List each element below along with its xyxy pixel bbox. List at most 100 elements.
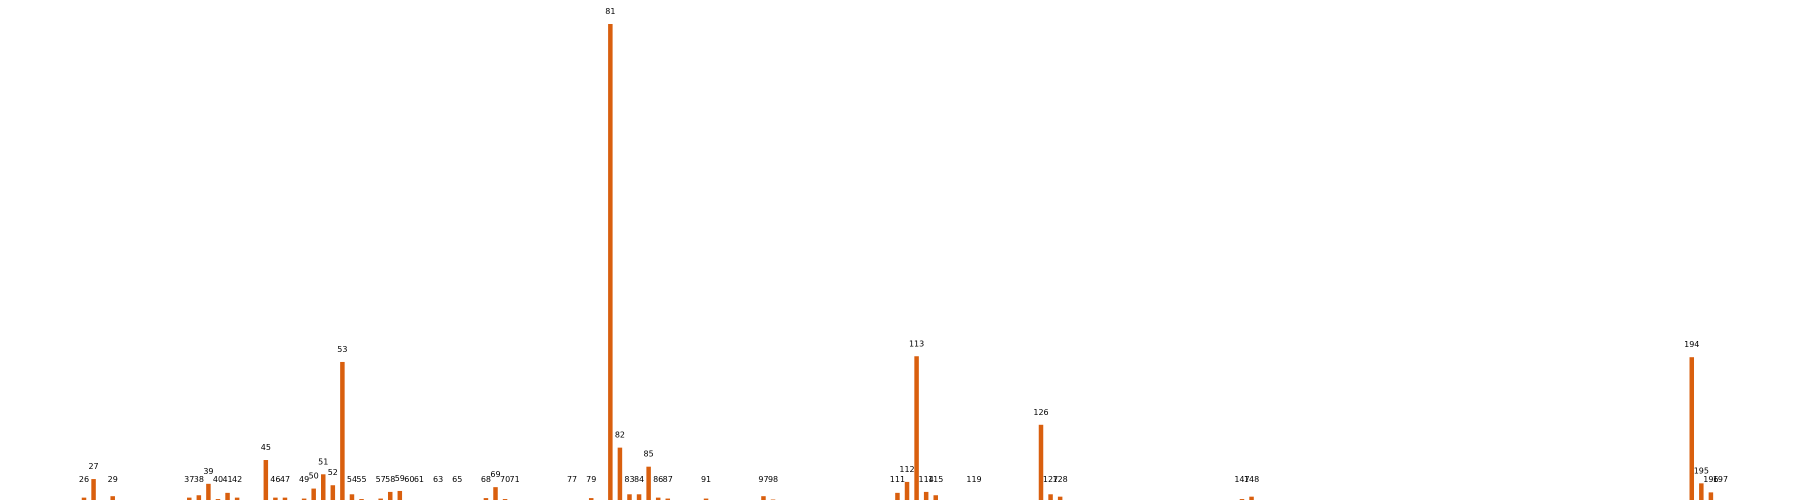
bar-label-50: 50 xyxy=(309,472,319,481)
bar-194 xyxy=(1689,357,1695,500)
bar-label-97: 97 xyxy=(758,475,768,484)
bar-label-63: 63 xyxy=(433,475,443,484)
bar-81 xyxy=(608,24,613,500)
bar-53 xyxy=(340,361,345,500)
bar-115 xyxy=(933,495,938,500)
bar-57 xyxy=(378,498,383,500)
bar-52 xyxy=(330,485,336,500)
bar-82 xyxy=(617,447,623,500)
bar-label-86: 86 xyxy=(653,475,663,484)
bar-label-119: 119 xyxy=(966,475,981,484)
bar-42 xyxy=(234,497,240,500)
bar-label-53: 53 xyxy=(337,345,347,354)
bar-label-147: 147 xyxy=(1234,475,1249,484)
bar-87 xyxy=(665,498,671,500)
bar-69 xyxy=(493,487,498,500)
bar-label-51: 51 xyxy=(318,457,328,466)
bar-50 xyxy=(311,488,316,500)
bar-label-112: 112 xyxy=(899,465,914,474)
bar-83 xyxy=(627,494,632,500)
bar-37 xyxy=(187,497,192,500)
bar-label-55: 55 xyxy=(356,475,366,484)
bar-label-54: 54 xyxy=(347,475,357,484)
bar-label-197: 197 xyxy=(1713,475,1728,484)
bar-label-70: 70 xyxy=(500,475,510,484)
bar-label-128: 128 xyxy=(1052,475,1067,484)
bar-label-68: 68 xyxy=(481,475,491,484)
bar-148 xyxy=(1249,496,1254,500)
bar-label-41: 41 xyxy=(222,475,232,484)
bar-label-194: 194 xyxy=(1684,340,1699,349)
bar-label-71: 71 xyxy=(510,475,520,484)
bar-113 xyxy=(914,356,919,500)
bar-114 xyxy=(923,491,929,500)
bar-label-77: 77 xyxy=(567,475,577,484)
bar-45 xyxy=(263,460,269,500)
bar-label-65: 65 xyxy=(452,475,462,484)
bar-68 xyxy=(483,498,489,500)
bar-84 xyxy=(636,494,642,500)
bar-195 xyxy=(1699,483,1704,500)
bar-38 xyxy=(196,495,202,500)
bar-46 xyxy=(273,497,278,500)
bar-label-111: 111 xyxy=(890,475,905,484)
bar-128 xyxy=(1057,496,1063,500)
bar-label-27: 27 xyxy=(88,462,98,471)
bar-label-113: 113 xyxy=(909,339,924,348)
bar-label-126: 126 xyxy=(1033,408,1048,417)
bar-label-82: 82 xyxy=(615,431,625,440)
bar-49 xyxy=(301,498,307,500)
bar-label-84: 84 xyxy=(634,475,644,484)
bar-label-42: 42 xyxy=(232,475,242,484)
bar-51 xyxy=(321,474,326,500)
bar-label-57: 57 xyxy=(376,475,386,484)
bar-label-98: 98 xyxy=(768,475,778,484)
bar-41 xyxy=(225,492,230,500)
bar-47 xyxy=(282,497,288,500)
bar-label-58: 58 xyxy=(385,475,395,484)
bar-29 xyxy=(110,496,115,500)
bar-label-46: 46 xyxy=(270,475,280,484)
bar-label-69: 69 xyxy=(490,470,500,479)
bar-label-127: 127 xyxy=(1043,475,1058,484)
bar-label-114: 114 xyxy=(919,475,934,484)
bar-label-39: 39 xyxy=(203,467,213,476)
bar-label-49: 49 xyxy=(299,475,309,484)
bar-97 xyxy=(761,496,766,500)
bar-26 xyxy=(81,497,87,500)
bar-86 xyxy=(655,497,661,500)
bar-label-196: 196 xyxy=(1703,475,1718,484)
bar-label-29: 29 xyxy=(108,475,118,484)
bar-label-52: 52 xyxy=(328,468,338,477)
bar-111 xyxy=(895,492,900,500)
bar-91 xyxy=(703,498,709,500)
bar-label-61: 61 xyxy=(414,475,424,484)
bar-label-85: 85 xyxy=(644,450,654,459)
bar-59 xyxy=(397,490,403,500)
bar-label-37: 37 xyxy=(184,475,194,484)
bar-label-87: 87 xyxy=(663,475,673,484)
bar-label-195: 195 xyxy=(1694,466,1709,475)
bar-label-59: 59 xyxy=(395,474,405,483)
bar-label-148: 148 xyxy=(1244,475,1259,484)
bar-label-91: 91 xyxy=(701,475,711,484)
bar-label-115: 115 xyxy=(928,475,943,484)
bar-54 xyxy=(349,494,355,500)
bar-label-79: 79 xyxy=(586,475,596,484)
bar-label-47: 47 xyxy=(280,475,290,484)
bar-label-40: 40 xyxy=(213,475,223,484)
bar-label-26: 26 xyxy=(79,475,89,484)
bar-label-45: 45 xyxy=(261,443,271,452)
bar-label-81: 81 xyxy=(605,7,615,16)
bar-label-38: 38 xyxy=(194,475,204,484)
bar-27 xyxy=(91,479,96,500)
bar-label-60: 60 xyxy=(404,475,414,484)
bar-58 xyxy=(387,491,393,500)
bar-39 xyxy=(206,483,211,500)
bar-79 xyxy=(588,498,594,500)
bars-layer xyxy=(81,24,1714,500)
bar-196 xyxy=(1708,492,1714,500)
